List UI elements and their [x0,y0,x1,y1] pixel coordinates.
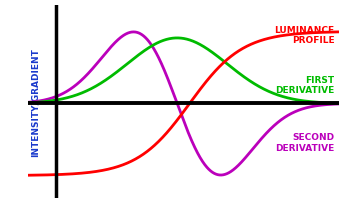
Text: FIRST
DERIVATIVE: FIRST DERIVATIVE [275,75,334,95]
Text: INTENSITY/GRADIENT: INTENSITY/GRADIENT [31,48,40,156]
Text: SECOND
DERIVATIVE: SECOND DERIVATIVE [275,133,334,152]
Text: LUMINANCE
PROFILE: LUMINANCE PROFILE [274,26,334,45]
